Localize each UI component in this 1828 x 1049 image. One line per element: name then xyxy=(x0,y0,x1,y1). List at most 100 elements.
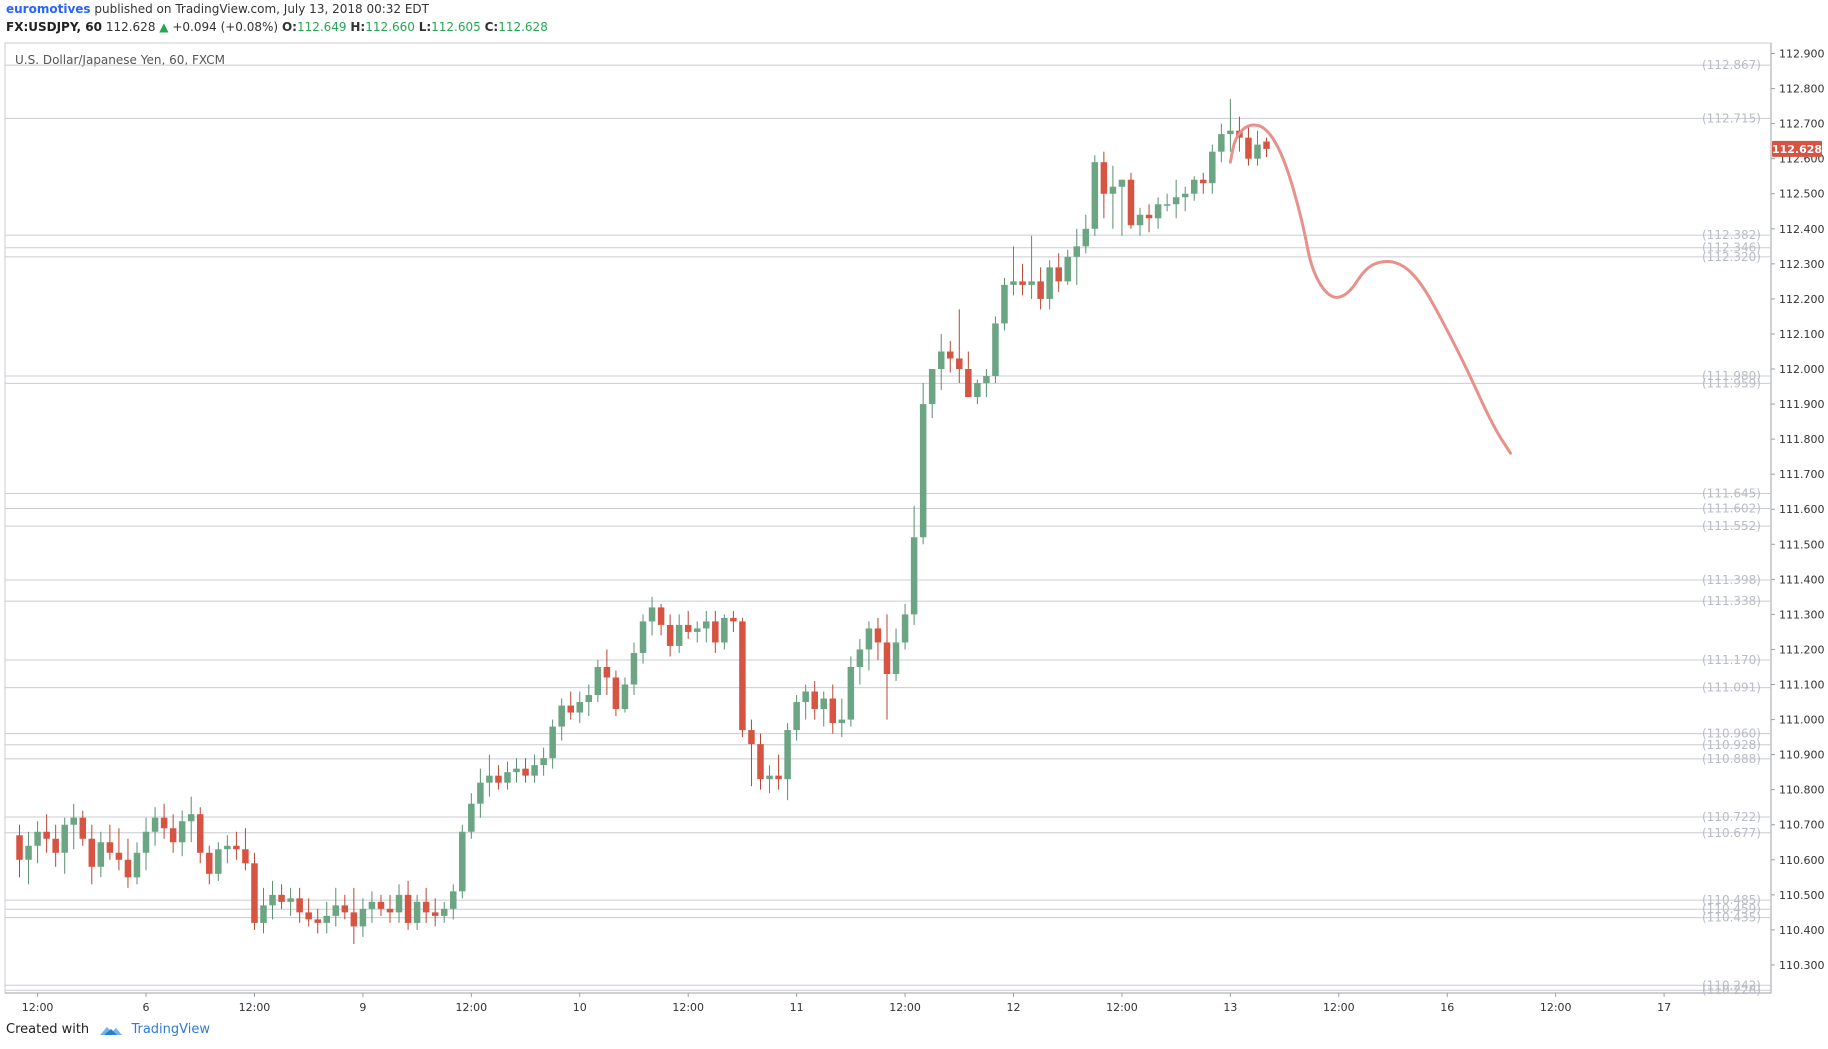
candle-body xyxy=(684,624,692,632)
candle xyxy=(811,681,818,720)
price-tick-label: 110.700 xyxy=(1779,819,1825,832)
candle xyxy=(468,793,475,839)
candle xyxy=(332,887,340,927)
candle-body xyxy=(142,831,150,853)
candle-body xyxy=(395,894,403,913)
candle xyxy=(1001,277,1008,331)
candle xyxy=(1037,267,1044,310)
time-tick-label: 12:00 xyxy=(1106,1001,1138,1014)
candle xyxy=(260,887,267,934)
level-label: (112.867) xyxy=(1702,58,1761,72)
candle-body xyxy=(25,845,32,860)
candle xyxy=(856,638,864,685)
candle xyxy=(847,656,855,727)
candle-body xyxy=(133,852,141,878)
level-label: (112.320) xyxy=(1702,250,1761,264)
candle xyxy=(937,333,945,391)
candle-body xyxy=(495,775,502,783)
candle-body xyxy=(1073,246,1081,257)
forecast-drawing[interactable] xyxy=(1228,123,1512,455)
candle-body xyxy=(16,835,23,860)
price-tick-label: 111.700 xyxy=(1779,468,1825,481)
candle-body xyxy=(621,684,629,710)
author-link[interactable]: euromotives xyxy=(6,2,91,16)
candle xyxy=(1019,263,1026,296)
candle xyxy=(115,828,123,871)
candle-body xyxy=(440,908,448,916)
candle xyxy=(883,614,891,720)
candle xyxy=(567,691,574,720)
horizontal-levels: (112.867) (112.715) (112.382)(112.346)(112… xyxy=(5,58,1771,997)
candle xyxy=(242,828,249,871)
candle-body xyxy=(594,666,602,696)
close-value: 112.628 xyxy=(498,20,548,34)
candle-body xyxy=(757,744,764,780)
time-tick-label: 9 xyxy=(359,1001,366,1014)
candle-body xyxy=(233,845,240,850)
candle xyxy=(1010,246,1017,296)
candle-body xyxy=(630,652,638,685)
candle xyxy=(639,614,647,664)
candle xyxy=(684,610,692,639)
low-value: 112.605 xyxy=(431,20,481,34)
candle xyxy=(368,891,376,923)
candle-body xyxy=(612,677,620,710)
candle-body xyxy=(603,666,611,678)
candle-body xyxy=(865,628,873,650)
price-tick-label: 111.800 xyxy=(1779,433,1825,446)
candle-body xyxy=(901,614,909,643)
price-tick-label: 110.900 xyxy=(1779,749,1825,762)
candle-body xyxy=(703,621,710,629)
candle-body xyxy=(413,901,421,923)
candle-body xyxy=(1254,144,1261,159)
level-label: (111.602) xyxy=(1702,502,1761,516)
candle xyxy=(196,807,204,864)
candle-body xyxy=(160,817,168,829)
candle-body xyxy=(1181,193,1189,198)
candle-body xyxy=(1127,179,1135,226)
level-label: (111.091) xyxy=(1702,681,1761,695)
candle xyxy=(1145,204,1153,233)
created-with-text: Created with xyxy=(6,1022,90,1037)
candle xyxy=(251,852,258,930)
candle-body xyxy=(287,898,294,902)
candle xyxy=(1209,144,1216,194)
current-price-label: 112.628 xyxy=(1772,143,1822,156)
candle-body xyxy=(206,852,213,874)
current-price-tag: 112.628 xyxy=(1772,140,1822,157)
candle xyxy=(784,723,791,801)
candle xyxy=(585,684,593,717)
candle-body xyxy=(1118,179,1126,187)
candle xyxy=(1254,130,1261,166)
level-label: (111.170) xyxy=(1702,653,1761,667)
candle-body xyxy=(79,817,87,839)
candle xyxy=(88,824,96,885)
candle xyxy=(1263,137,1270,157)
candle-body xyxy=(260,905,267,923)
candle xyxy=(748,719,755,787)
price-tick-label: 111.400 xyxy=(1779,573,1825,586)
candle xyxy=(730,610,737,632)
candle xyxy=(377,894,385,916)
candle-body xyxy=(296,898,303,913)
level-label: (110.928) xyxy=(1702,738,1761,752)
candle-body xyxy=(359,908,367,927)
candle-body xyxy=(666,624,674,646)
candle-body xyxy=(404,894,412,923)
tradingview-brand-link[interactable]: TradingView xyxy=(131,1022,210,1037)
time-tick-label: 16 xyxy=(1440,1001,1454,1014)
candle-body xyxy=(450,891,457,909)
candle xyxy=(594,659,602,703)
candle xyxy=(549,719,556,769)
candle-body xyxy=(215,849,222,874)
price-tick-label: 112.900 xyxy=(1779,48,1825,61)
candle xyxy=(305,898,312,927)
candle xyxy=(1163,193,1171,212)
candle xyxy=(1200,172,1207,194)
candle xyxy=(540,747,547,776)
candle xyxy=(558,698,565,741)
candle xyxy=(1172,179,1180,219)
time-tick-label: 12 xyxy=(1007,1001,1021,1014)
last-price: 112.628 xyxy=(105,20,156,34)
